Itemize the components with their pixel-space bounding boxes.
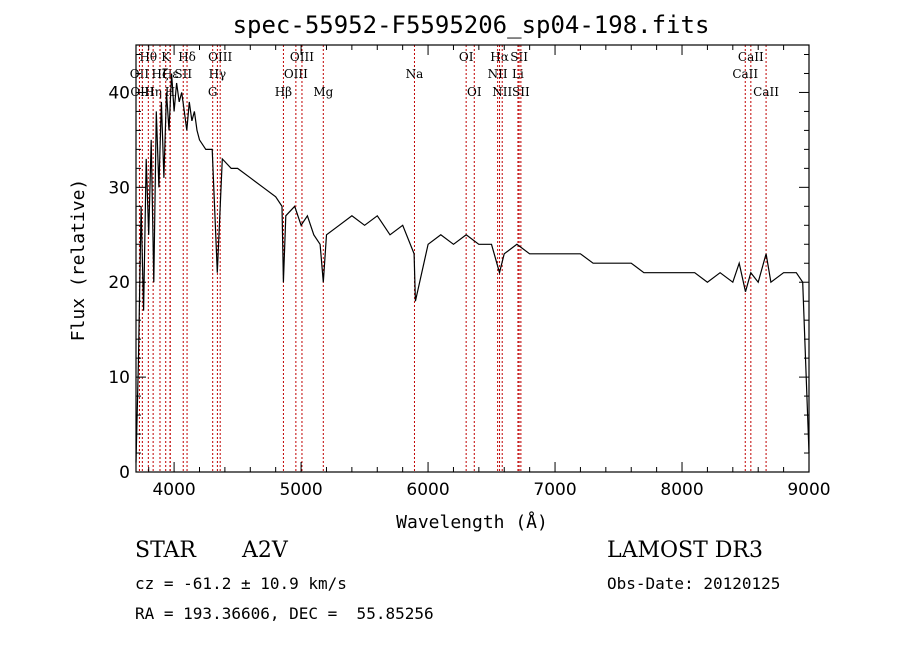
observation-date: Obs-Date: 20120125 xyxy=(607,574,781,593)
marker-label: Hα xyxy=(490,50,509,64)
marker-label: Hβ xyxy=(275,85,292,99)
chart-title: spec-55952-F5595206_sp04-198.fits xyxy=(233,11,710,39)
marker-label: Hη xyxy=(144,85,162,99)
x-axis-label: Wavelength (Å) xyxy=(396,511,548,533)
marker-label: NII xyxy=(492,85,512,99)
x-axis: 4000 5000 6000 7000 8000 9000 xyxy=(148,45,831,500)
plot-frame xyxy=(135,44,810,473)
y-axis-label: Flux (relative) xyxy=(68,179,89,342)
marker-label: Hδ xyxy=(178,50,196,64)
marker-label: SII xyxy=(512,85,530,99)
marker-label: OIII xyxy=(284,67,308,81)
y-tick-label: 20 xyxy=(108,273,130,293)
marker-label: CaII xyxy=(732,67,758,81)
marker-label: SII xyxy=(174,67,192,81)
redshift-cz: cz = -61.2 ± 10.9 km/s xyxy=(135,574,347,593)
marker-label: OI xyxy=(467,85,482,99)
marker-label: OIII xyxy=(290,50,314,64)
marker-label: CaII xyxy=(753,85,779,99)
marker-label: NII xyxy=(488,67,508,81)
marker-label: H xyxy=(165,85,175,99)
marker-label: OIII xyxy=(208,50,232,64)
marker-label: SII xyxy=(510,50,528,64)
marker-label: OI xyxy=(459,50,474,64)
object-class: STAR xyxy=(135,538,196,563)
marker-label: Li xyxy=(512,67,524,81)
marker-label: Mg xyxy=(313,85,333,99)
marker-label: OII xyxy=(130,67,150,81)
marker-label: G xyxy=(208,85,218,99)
x-tick-label: 9000 xyxy=(787,480,830,500)
spectral-subclass: A2V xyxy=(242,538,288,563)
marker-label: CaII xyxy=(738,50,764,64)
marker-label: K xyxy=(161,50,171,64)
marker-label: Na xyxy=(406,67,424,81)
y-axis: 0 10 20 30 40 xyxy=(108,53,809,483)
marker-label: Hγ xyxy=(209,67,227,81)
x-tick-label: 8000 xyxy=(660,480,703,500)
y-tick-label: 30 xyxy=(108,178,130,198)
x-tick-label: 5000 xyxy=(279,480,322,500)
coordinates: RA = 193.36606, DEC = 55.85256 xyxy=(135,604,434,623)
y-tick-label: 10 xyxy=(108,368,130,388)
flux-series-line xyxy=(135,73,810,463)
x-tick-label: 7000 xyxy=(533,480,576,500)
x-tick-label: 6000 xyxy=(406,480,449,500)
y-tick-label: 40 xyxy=(108,83,130,103)
survey-name: LAMOST DR3 xyxy=(607,538,763,563)
x-tick-label: 4000 xyxy=(152,480,195,500)
marker-label: Hζ xyxy=(152,67,169,81)
y-tick-label: 0 xyxy=(119,463,130,483)
